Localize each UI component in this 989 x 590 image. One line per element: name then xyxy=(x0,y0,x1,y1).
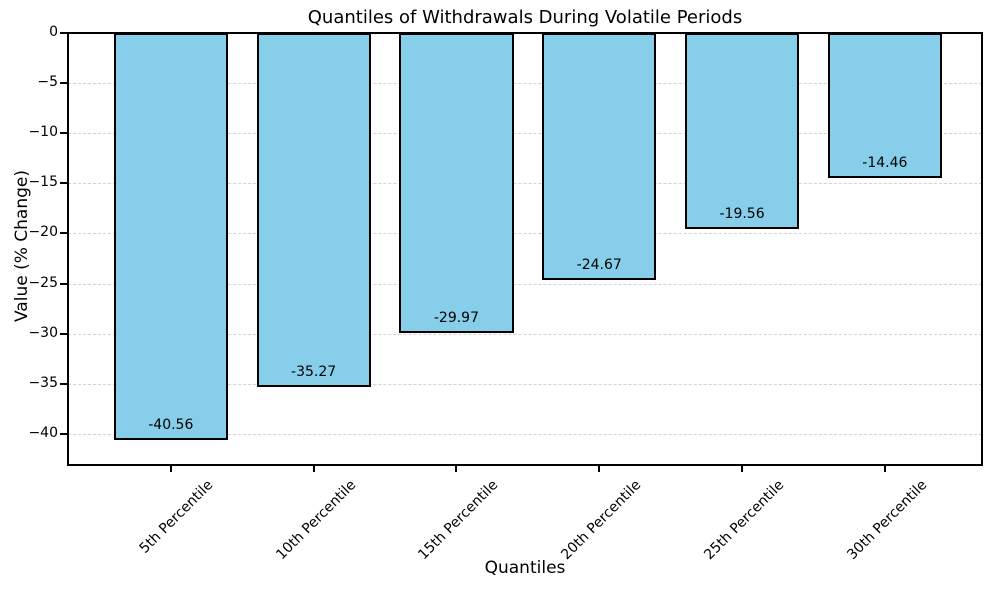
gridline xyxy=(68,133,982,135)
x-tick-mark xyxy=(741,466,744,472)
y-tick-label: −10 xyxy=(28,124,58,141)
y-tick-mark xyxy=(60,82,67,85)
gridline xyxy=(68,283,982,285)
y-tick-mark xyxy=(60,232,67,235)
bar xyxy=(542,33,657,281)
y-tick-mark xyxy=(60,132,67,135)
y-tick-mark xyxy=(60,32,67,34)
x-tick-mark xyxy=(455,466,458,472)
bar xyxy=(256,33,371,387)
bar-value-label: -29.97 xyxy=(433,310,479,327)
gridline xyxy=(68,333,982,335)
y-tick-mark xyxy=(60,182,67,185)
chart-title: Quantiles of Withdrawals During Volatile… xyxy=(307,7,743,28)
bar-value-label: -14.46 xyxy=(862,154,908,171)
y-tick-label: −25 xyxy=(28,274,58,291)
gridline xyxy=(68,233,982,235)
bar xyxy=(399,33,514,334)
y-axis-label: Value (% Change) xyxy=(12,170,32,322)
y-tick-mark xyxy=(60,282,67,285)
bar-value-label: -40.56 xyxy=(148,416,194,433)
x-axis-label: Quantiles xyxy=(484,558,566,578)
y-tick-label: −15 xyxy=(28,174,58,191)
gridline xyxy=(68,433,982,435)
x-tick-mark xyxy=(883,466,886,472)
bar xyxy=(827,33,942,178)
x-tick-mark xyxy=(312,466,315,472)
y-tick-label: −40 xyxy=(28,424,58,441)
bar-value-label: -24.67 xyxy=(576,257,622,274)
y-tick-label: −35 xyxy=(28,374,58,391)
y-tick-mark xyxy=(60,332,67,335)
gridline xyxy=(68,383,982,385)
y-tick-label: −30 xyxy=(28,324,58,341)
y-tick-label: −20 xyxy=(28,224,58,241)
y-tick-label: −5 xyxy=(37,74,58,91)
bar xyxy=(113,33,228,440)
y-tick-mark xyxy=(60,382,67,385)
bar-value-label: -19.56 xyxy=(719,206,765,223)
x-tick-mark xyxy=(598,466,601,472)
gridline xyxy=(68,183,982,185)
bar xyxy=(684,33,800,230)
gridline xyxy=(68,83,982,85)
bar-value-label: -35.27 xyxy=(291,363,337,380)
y-tick-mark xyxy=(60,432,67,435)
x-tick-mark xyxy=(169,466,172,472)
y-tick-label: 0 xyxy=(49,24,58,40)
